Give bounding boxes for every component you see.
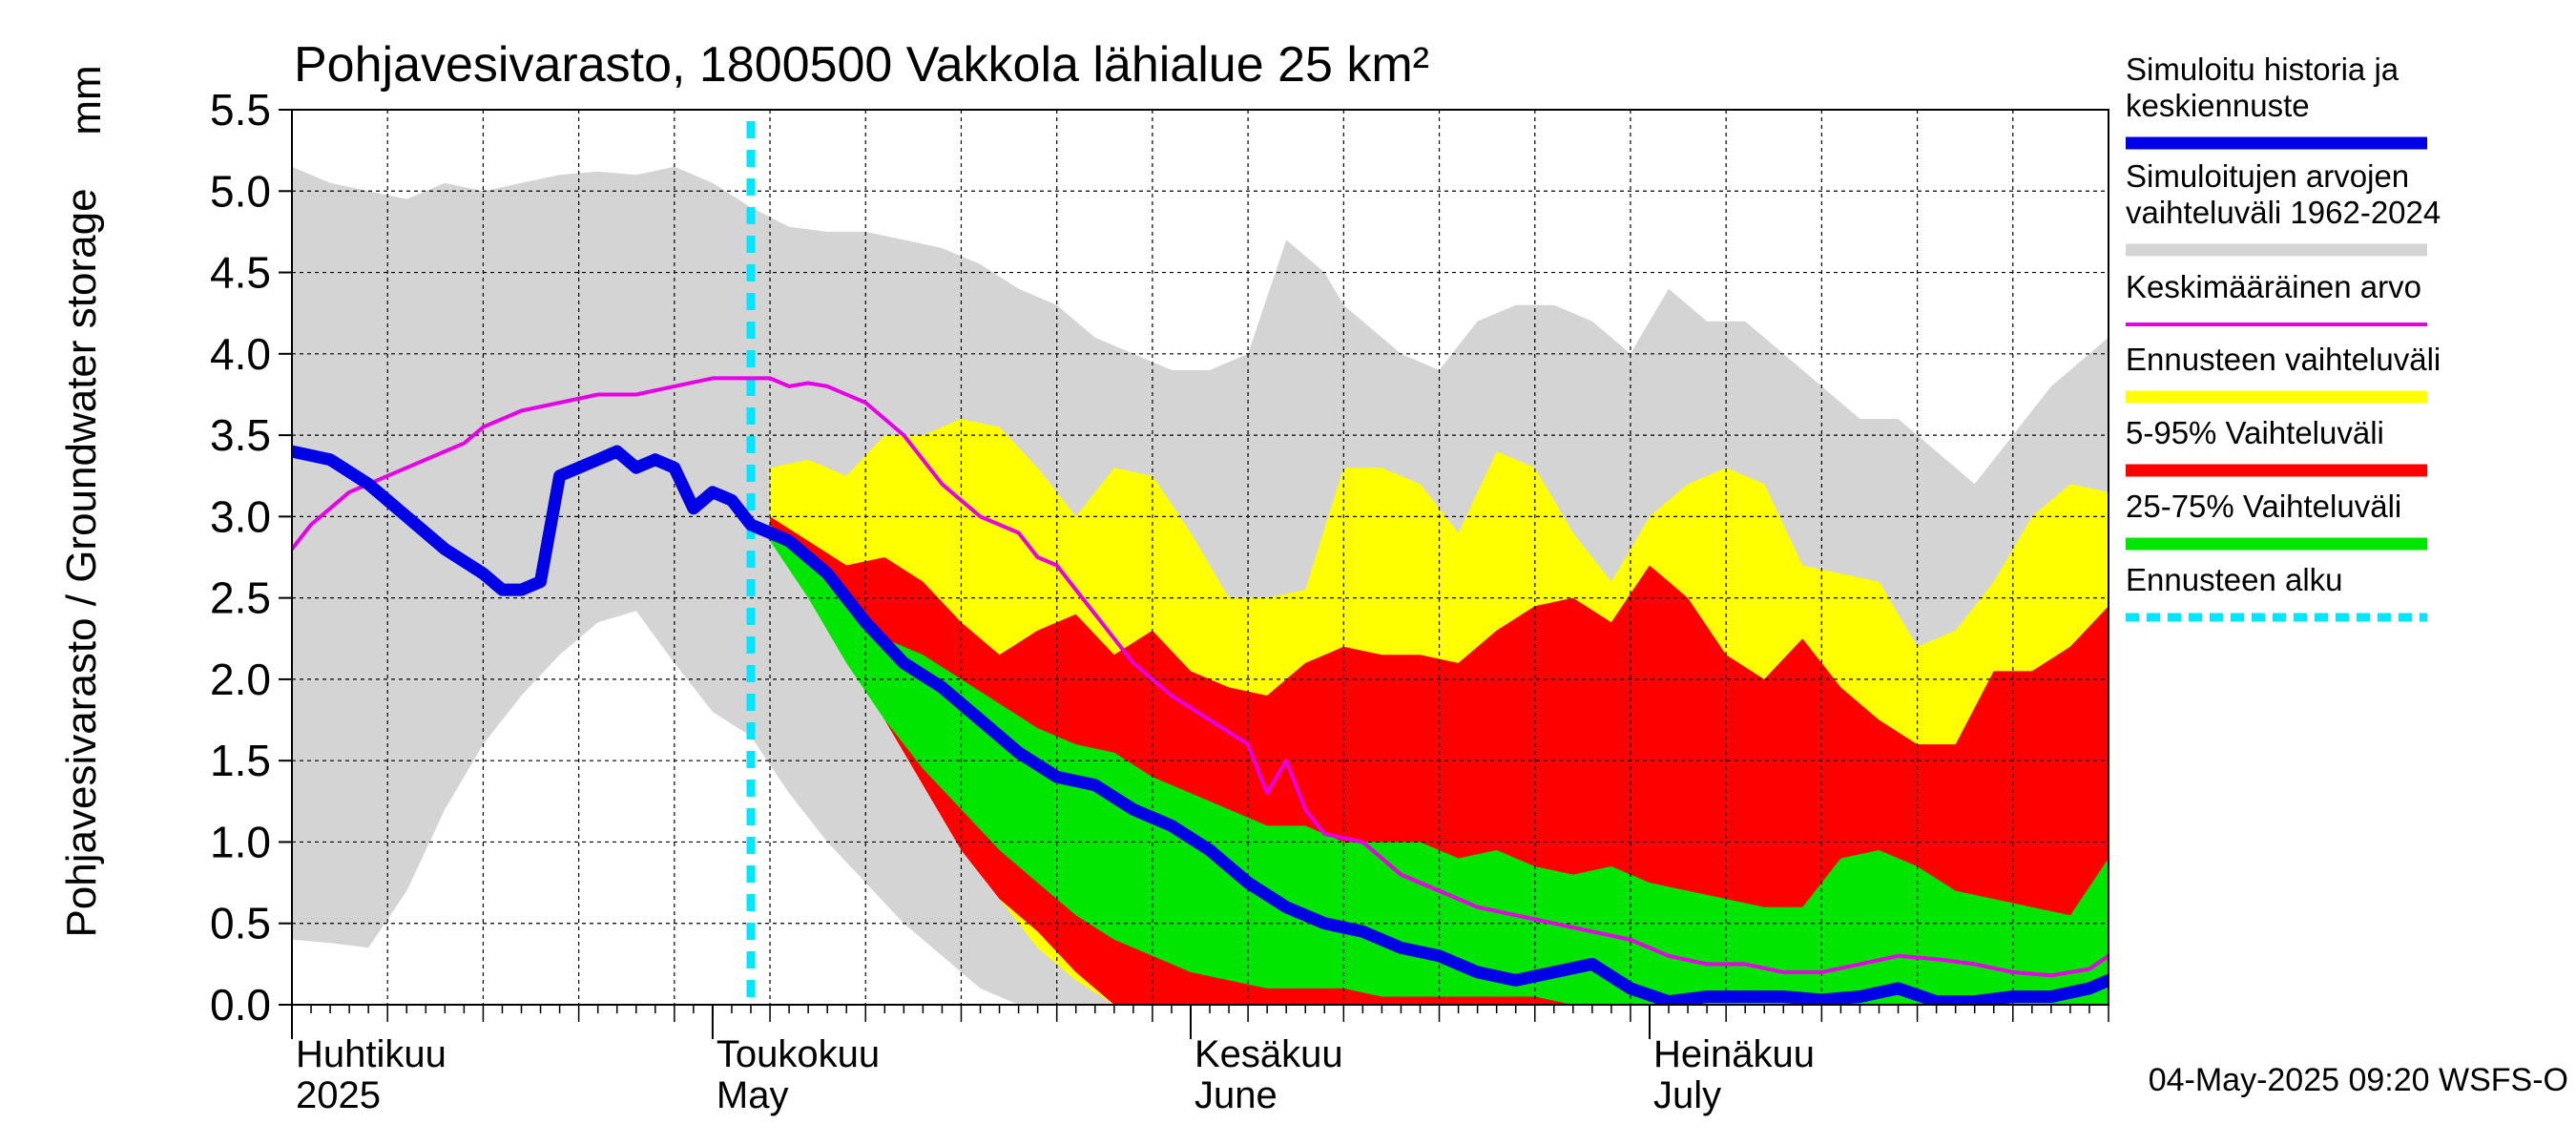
y-tick-label: 5.5 — [210, 85, 271, 135]
y-tick-label: 2.5 — [210, 573, 271, 623]
y-tick-label: 3.0 — [210, 491, 271, 541]
plot-frame — [291, 109, 2109, 1006]
mean-line — [292, 376, 2109, 978]
y-tick-label: 2.0 — [210, 655, 271, 704]
legend-label: Ennusteen alku — [2126, 562, 2343, 597]
legend-label: vaihteluväli 1962-2024 — [2126, 195, 2441, 230]
legend-item-4: Ennusteen vaihteluväli — [2126, 342, 2441, 404]
legend-label: Simuloitu historia ja — [2126, 52, 2399, 87]
y-tick-label: 0.5 — [210, 899, 271, 948]
history-line — [292, 445, 2109, 1005]
legend-label: Ennusteen vaihteluväli — [2126, 342, 2441, 377]
month-label-fi: Kesäkuu — [1195, 1033, 1343, 1075]
legend-item-3: Keskimääräinen arvo — [2126, 269, 2427, 326]
month-label-en: June — [1195, 1074, 1278, 1116]
y-tick-label: 4.5 — [210, 248, 271, 298]
month-label-en: May — [717, 1074, 789, 1116]
y-tick-label: 3.5 — [210, 410, 271, 460]
month-label-en: July — [1653, 1074, 1721, 1116]
y-tick-label: 5.0 — [210, 166, 271, 216]
legend-item-6: 25-75% Vaihteluväli — [2126, 489, 2427, 551]
legend-label: Keskimääräinen arvo — [2126, 269, 2421, 304]
legend-label: 5-95% Vaihteluväli — [2126, 415, 2384, 450]
line-layer — [292, 121, 2109, 1005]
legend-label: keskiennuste — [2126, 88, 2310, 123]
y-unit-label: mm — [63, 65, 110, 135]
y-tick-label: 4.0 — [210, 329, 271, 379]
y-tick-label: 0.0 — [210, 980, 271, 1030]
legend-label: 25-75% Vaihteluväli — [2126, 489, 2401, 524]
y-axis: 0.0 0.5 1.0 1.5 2.0 2.5 3.0 3.5 4.0 4.5 5.0 5.5 — [210, 85, 292, 1030]
month-label-fi: Toukokuu — [717, 1033, 880, 1075]
band-4 — [770, 524, 2109, 1005]
timestamp: 04-May-2025 09:20 WSFS-O — [2149, 1062, 2568, 1098]
month-label-en: 2025 — [296, 1074, 381, 1116]
month-label-fi: Huhtikuu — [296, 1033, 447, 1075]
legend-label: Simuloitujen arvojen — [2126, 158, 2409, 194]
y-tick-label: 1.0 — [210, 817, 271, 866]
y-axis-label: Pohjavesivarasto / Groundwater storage — [58, 188, 105, 937]
legend-item-7: Ennusteen alku — [2126, 562, 2427, 622]
chart-title: Pohjavesivarasto, 1800500 Vakkola lähial… — [294, 37, 1429, 93]
legend-item-5: 5-95% Vaihteluväli — [2126, 415, 2427, 477]
legend: Simuloitu historia jakeskiennusteSimuloi… — [2126, 52, 2441, 622]
band-layer — [292, 166, 2109, 1005]
y-tick-label: 1.5 — [210, 736, 271, 785]
month-label-fi: Heinäkuu — [1653, 1033, 1815, 1075]
